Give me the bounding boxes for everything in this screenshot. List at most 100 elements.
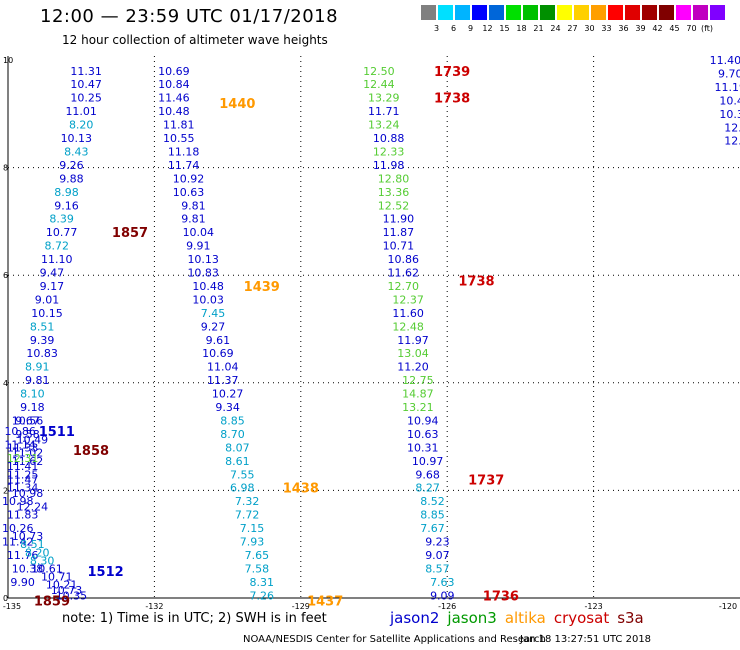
wave-height-value: 9.27: [201, 320, 226, 333]
legend-label: 3: [433, 24, 440, 33]
wave-height-value: 10.21: [46, 579, 78, 592]
legend-swatch: [608, 5, 623, 20]
wave-height-value: 10.31: [407, 441, 439, 454]
wave-height-value: 8.27: [415, 482, 440, 495]
wave-height-value: 9.67: [15, 414, 40, 427]
legend-label: 24: [550, 24, 561, 33]
wave-height-value: 9.16: [54, 199, 79, 212]
legend-label: 21: [533, 24, 544, 33]
wave-height-value: 9.90: [10, 576, 35, 589]
wave-height-value: 10.48: [158, 105, 190, 118]
wave-height-value: 11.76: [7, 549, 39, 562]
wave-height-value: 11.40: [710, 54, 740, 67]
wave-height-value: 10.71: [383, 240, 415, 253]
legend-swatch: [625, 5, 640, 20]
legend-unit: (ft): [701, 24, 714, 33]
wave-height-value: 9.07: [425, 549, 450, 562]
pass-time-label: 1511: [39, 425, 75, 440]
wave-height-value: 12.13: [724, 121, 740, 134]
x-tick-label: -135: [3, 602, 21, 611]
legend-swatch: [421, 5, 436, 20]
wave-height-value: 10.94: [407, 414, 439, 427]
legend-swatch: [489, 5, 504, 20]
wave-height-value: 10.13: [61, 132, 93, 145]
wave-height-value: 11.14: [4, 439, 36, 452]
wave-height-value: 11.74: [168, 159, 200, 172]
wave-height-value: 11.04: [207, 361, 239, 374]
legend-swatch: [506, 5, 521, 20]
pass-time-label: 1857: [112, 226, 148, 241]
wave-height-value: 7.93: [240, 536, 265, 549]
legend-swatch: [659, 5, 674, 20]
wave-height-value: 10.26: [2, 522, 34, 535]
x-tick-label: -120: [719, 602, 737, 611]
satellite-jason2: jason2: [390, 609, 440, 627]
legend-swatch: [438, 5, 453, 20]
pass-time-label: 1859: [34, 595, 70, 610]
wave-height-value: 10.35: [56, 589, 88, 602]
wave-height-value: 11.41: [7, 460, 39, 473]
wave-height-value: 11.62: [12, 455, 44, 468]
legend-label: 45: [669, 24, 680, 33]
wave-height-value: 10.97: [412, 455, 444, 468]
legend-label: 70: [686, 24, 697, 33]
wave-height-value: 11.02: [12, 447, 44, 460]
wave-height-value: 9.91: [186, 240, 211, 253]
wave-height-value: 10.49: [17, 433, 49, 446]
legend-swatch: [472, 5, 487, 20]
satellite-s3a: s3a: [617, 609, 644, 627]
wave-height-value: 7.72: [235, 509, 260, 522]
legend-label: 18: [516, 24, 527, 33]
wave-height-value: 10.38: [12, 562, 44, 575]
wave-height-value: 8.07: [225, 441, 250, 454]
legend-label: 12: [482, 24, 493, 33]
credit-text: NOAA/NESDIS Center for Satellite Applica…: [243, 634, 546, 645]
wave-height-value: 9.26: [59, 159, 84, 172]
x-tick-label: -132: [145, 602, 163, 611]
wave-height-value: 9.17: [40, 280, 65, 293]
wave-height-value: 14.87: [402, 388, 434, 401]
wave-height-value: 6.98: [230, 482, 255, 495]
wave-height-value: 10.88: [373, 132, 405, 145]
pass-time-label: 1858: [73, 444, 109, 459]
wave-height-value: 11.31: [70, 65, 102, 78]
pass-time-label: 1439: [244, 280, 280, 295]
pass-time-label: 1440: [219, 97, 255, 112]
wave-height-value: 13.24: [368, 119, 400, 132]
wave-height-value: 12.52: [378, 199, 410, 212]
wave-height-value: 9.61: [206, 334, 231, 347]
x-tick-label: -123: [585, 602, 603, 611]
wave-height-value: 12.80: [378, 172, 410, 185]
wave-height-value: 11.60: [392, 307, 424, 320]
wave-height-value: 11.47: [7, 474, 39, 487]
wave-height-value: 11.20: [397, 361, 429, 374]
wave-height-value: 10.73: [12, 530, 44, 543]
legend-swatch: [591, 5, 606, 20]
legend-swatch: [455, 5, 470, 20]
wave-height-value: 10.84: [158, 78, 190, 91]
wave-height-value: 7.65: [245, 549, 270, 562]
wave-height-value: 9.58: [15, 428, 40, 441]
wave-height-value: 8.10: [20, 388, 45, 401]
wave-height-value: 8.70: [220, 428, 245, 441]
wave-height-value: 8.20: [25, 546, 50, 559]
wave-height-value: 10.63: [173, 186, 205, 199]
wave-height-value: 10.98: [2, 495, 34, 508]
wave-height-value: 8.51: [30, 320, 55, 333]
y-tick-label: 4: [3, 379, 8, 388]
wave-height-value: 13.29: [368, 92, 400, 105]
wave-height-value: 8.43: [64, 145, 89, 158]
wave-height-value: 9.23: [425, 536, 450, 549]
wave-height-value: 8.51: [20, 538, 45, 551]
wave-height-value: 8.52: [420, 495, 445, 508]
wave-height-value: 9.88: [59, 172, 84, 185]
wave-height-value: 8.57: [425, 562, 450, 575]
wave-height-value: 10.47: [70, 78, 102, 91]
satellite-cryosat: cryosat: [553, 609, 610, 627]
wave-height-value: 10.69: [158, 65, 190, 78]
wave-height-value: 13.36: [378, 186, 410, 199]
wave-height-value: 11.25: [7, 468, 39, 481]
wave-height-value: 11.83: [7, 509, 39, 522]
pass-time-label: 1738: [458, 275, 494, 290]
